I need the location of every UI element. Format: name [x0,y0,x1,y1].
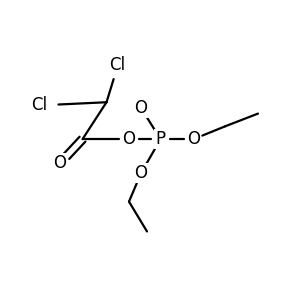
Text: Cl: Cl [109,56,125,74]
Text: O: O [187,130,200,148]
Text: O: O [53,154,67,172]
Text: O: O [134,99,148,117]
Text: P: P [155,130,166,148]
Text: O: O [122,130,136,148]
Text: Cl: Cl [31,96,47,114]
Text: O: O [134,164,148,182]
